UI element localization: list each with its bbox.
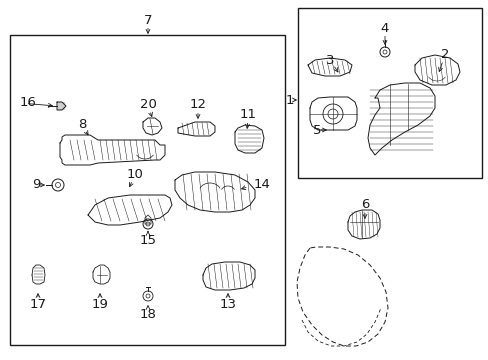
Text: 10: 10 bbox=[126, 168, 143, 181]
Text: 16: 16 bbox=[20, 96, 37, 109]
Text: 20: 20 bbox=[139, 99, 156, 112]
Text: 13: 13 bbox=[219, 298, 236, 311]
Text: 4: 4 bbox=[380, 22, 388, 35]
Text: 19: 19 bbox=[91, 298, 108, 311]
Text: 6: 6 bbox=[360, 198, 368, 211]
Text: 5: 5 bbox=[312, 123, 321, 136]
Text: 11: 11 bbox=[239, 108, 256, 122]
Text: 7: 7 bbox=[143, 13, 152, 27]
Bar bbox=[10, 35, 285, 345]
Bar bbox=[297, 8, 481, 178]
Text: 9: 9 bbox=[32, 179, 41, 192]
Text: 1: 1 bbox=[285, 94, 293, 107]
Text: 15: 15 bbox=[139, 234, 156, 247]
Text: 18: 18 bbox=[139, 309, 156, 321]
Text: 17: 17 bbox=[29, 298, 46, 311]
Text: 2: 2 bbox=[440, 49, 448, 62]
Text: 12: 12 bbox=[189, 99, 206, 112]
Text: 14: 14 bbox=[253, 179, 270, 192]
Text: 8: 8 bbox=[78, 118, 86, 131]
Text: 3: 3 bbox=[325, 54, 334, 67]
